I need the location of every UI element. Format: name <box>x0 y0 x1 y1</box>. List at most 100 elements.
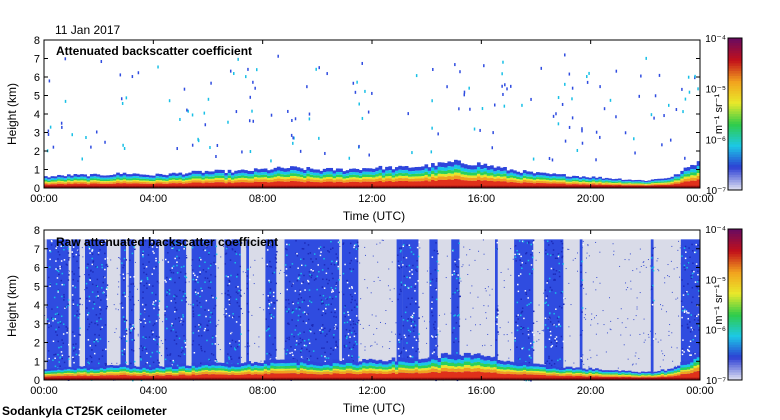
noise-speck <box>104 362 107 365</box>
backscatter-cell <box>296 176 301 179</box>
backscatter-cell <box>398 185 402 188</box>
noise-speck <box>164 279 166 282</box>
noise-speck <box>411 269 413 271</box>
backscatter-cell <box>627 184 632 186</box>
noise-speck <box>229 302 231 305</box>
noise-speck <box>119 336 121 338</box>
noise-speck <box>97 295 99 297</box>
noise-speck <box>99 249 101 251</box>
backscatter-cell <box>335 171 340 175</box>
noise-speck <box>497 305 499 307</box>
noise-speck <box>496 308 499 310</box>
backscatter-cell <box>634 179 639 182</box>
noise-speck <box>519 273 522 275</box>
backscatter-cell <box>519 185 524 188</box>
noise-speck <box>168 293 171 295</box>
colorbar-tick-label: 10⁻⁷ <box>706 186 726 197</box>
backscatter-cell <box>349 174 353 178</box>
backscatter-cell <box>552 178 557 180</box>
noise-speck <box>139 318 141 320</box>
noise-speck <box>207 329 209 331</box>
noise-speck <box>315 258 317 260</box>
noise-speck <box>355 315 358 317</box>
backscatter-cell <box>431 180 435 188</box>
backscatter-cell <box>388 170 393 174</box>
noise-speck <box>407 287 410 289</box>
noise-speck <box>154 300 157 302</box>
backscatter-cell <box>601 180 606 182</box>
noise-speck <box>342 358 345 360</box>
noise-speck <box>429 280 432 283</box>
noise-speck <box>555 269 558 272</box>
noise-speck <box>551 289 553 291</box>
noise-speck <box>145 348 147 350</box>
noise-speck <box>459 318 461 320</box>
backscatter-cell <box>267 179 271 183</box>
backscatter-cell <box>44 369 48 372</box>
backscatter-cell <box>247 182 252 188</box>
backscatter-cell <box>89 370 94 373</box>
noisy-period <box>85 239 107 380</box>
backscatter-cell <box>44 372 48 375</box>
noise-speck <box>142 252 144 255</box>
backscatter-cell <box>276 173 281 177</box>
noise-speck <box>531 346 534 348</box>
backscatter-cell <box>657 185 662 188</box>
noise-speck <box>433 249 436 252</box>
backscatter-cell <box>47 179 51 181</box>
noise-speck <box>695 243 697 246</box>
noise-speck <box>57 290 59 292</box>
noise-speck <box>184 245 186 248</box>
backscatter-cell <box>204 180 209 183</box>
noise-speck <box>118 286 120 288</box>
backscatter-cell <box>293 181 297 188</box>
backscatter-cell <box>250 176 255 179</box>
noise-speck <box>352 320 355 323</box>
backscatter-cell <box>185 183 189 188</box>
backscatter-cell <box>47 185 51 188</box>
noise-speck <box>635 315 637 317</box>
backscatter-cell <box>237 173 242 176</box>
noise-speck <box>238 289 240 292</box>
noise-speck <box>174 302 177 304</box>
noise-speck <box>684 291 687 294</box>
noise-speck <box>349 336 351 338</box>
backscatter-cell <box>132 173 137 177</box>
backscatter-cell <box>483 168 488 172</box>
noise-speck <box>456 352 458 354</box>
noise-speck <box>72 299 74 302</box>
noise-speck <box>86 307 88 309</box>
noise-speck <box>151 292 153 294</box>
backscatter-cell <box>404 169 409 174</box>
noise-speck <box>279 272 281 274</box>
backscatter-cell <box>572 175 576 179</box>
backscatter-cell <box>234 185 238 188</box>
noise-speck <box>72 278 75 281</box>
noise-speck <box>679 276 681 278</box>
cloud-speck <box>48 79 51 83</box>
backscatter-cell <box>122 374 127 380</box>
cloud-speck <box>633 137 635 141</box>
noise-speck <box>240 242 243 244</box>
backscatter-cell <box>558 174 563 177</box>
noise-speck <box>345 328 348 331</box>
noise-speck <box>221 293 223 295</box>
noise-speck <box>172 359 174 362</box>
noise-speck <box>337 261 339 263</box>
noise-speck <box>123 348 126 351</box>
backscatter-cell <box>168 176 173 179</box>
backscatter-cell <box>155 370 160 372</box>
noise-speck <box>296 252 298 255</box>
noise-speck <box>142 336 144 338</box>
backscatter-cell <box>372 181 376 188</box>
backscatter-cell <box>89 176 94 179</box>
noise-speck <box>145 266 148 268</box>
noise-speck <box>101 355 104 357</box>
noisy-period <box>495 239 498 380</box>
backscatter-cell <box>444 176 448 180</box>
backscatter-cell <box>119 377 124 380</box>
backscatter-cell <box>309 181 314 188</box>
backscatter-cell <box>303 178 307 180</box>
cloud-speck <box>168 99 171 103</box>
backscatter-cell <box>476 173 481 177</box>
